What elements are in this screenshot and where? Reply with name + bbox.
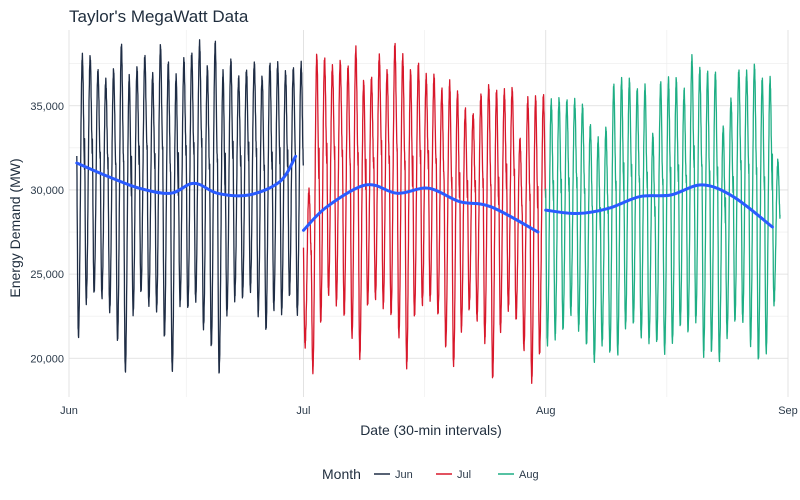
x-tick-label: Sep — [778, 405, 798, 417]
y-tick-label: 25,000 — [30, 269, 64, 281]
legend-label-jun: Jun — [395, 469, 413, 481]
x-tick-label: Jun — [60, 405, 78, 417]
series-line-aug — [545, 53, 781, 363]
series-line-jun — [76, 39, 304, 374]
x-axis-ticks: Jun Jul Aug Sep — [60, 405, 798, 417]
chart-title: Taylor's MegaWatt Data — [69, 7, 249, 26]
series-lines — [76, 39, 781, 384]
y-axis-title: Energy Demand (MW) — [7, 158, 23, 297]
smooth-line-aug — [544, 183, 774, 229]
y-tick-label: 35,000 — [30, 101, 64, 113]
smooth-line-jun — [75, 154, 298, 198]
legend-label-aug: Aug — [519, 469, 539, 481]
x-axis-title: Date (30-min intervals) — [360, 422, 502, 438]
y-tick-label: 30,000 — [30, 185, 64, 197]
legend-title: Month — [322, 466, 361, 482]
x-tick-label: Aug — [536, 405, 556, 417]
y-tick-label: 20,000 — [30, 353, 64, 365]
series-line-jul — [302, 42, 547, 384]
y-axis-ticks: 20,000 25,000 30,000 35,000 — [30, 101, 64, 366]
smooth-lines — [75, 154, 774, 234]
legend-label-jul: Jul — [457, 469, 471, 481]
x-tick-label: Jul — [296, 405, 310, 417]
smooth-line-jul — [302, 183, 540, 234]
legend: Month Jun Jul Aug — [322, 466, 539, 482]
